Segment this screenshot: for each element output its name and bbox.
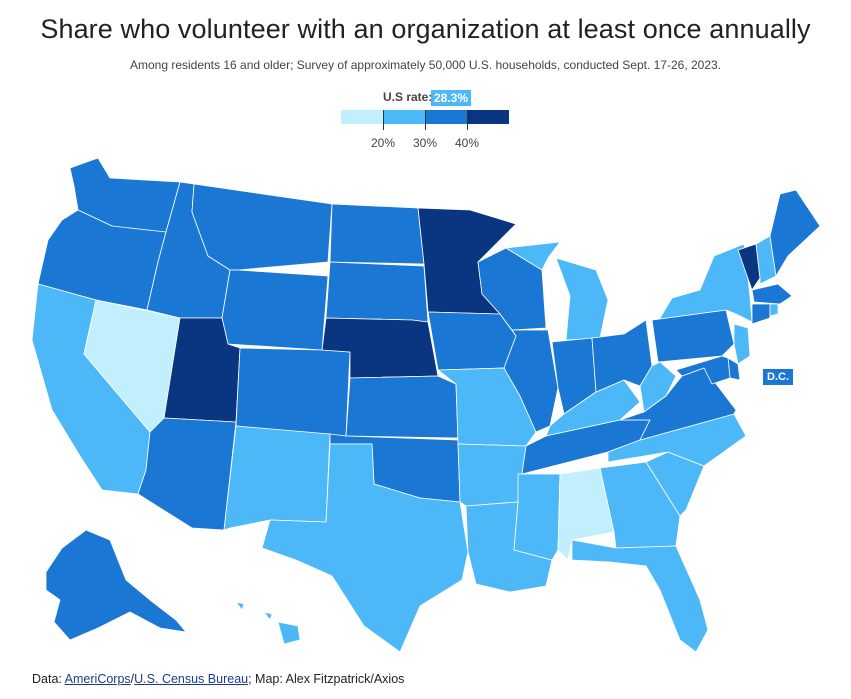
chart-subtitle: Among residents 16 and older; Survey of … <box>129 58 722 72</box>
dc-label: D.C. <box>763 369 793 385</box>
legend-tick-label-40: 40% <box>454 136 480 150</box>
state-WY[interactable] <box>221 269 329 351</box>
state-IA[interactable] <box>427 311 517 371</box>
color-legend: U.S rate: 28.3% 20% 30% 40% <box>0 0 851 160</box>
source-footer: Data: AmeriCorps/U.S. Census Bureau; Map… <box>32 672 404 686</box>
state-CT[interactable] <box>751 303 771 325</box>
us-rate-value: 28.3% <box>431 90 472 106</box>
state-FL[interactable] <box>571 539 709 653</box>
legend-bin-2 <box>383 110 425 124</box>
chart-title: Share who volunteer with an organization… <box>40 14 811 44</box>
legend-bin-4 <box>467 110 509 124</box>
footer-separator: / <box>130 672 135 686</box>
state-RI[interactable] <box>769 303 779 317</box>
state-OR[interactable] <box>37 209 167 311</box>
legend-tick-2 <box>425 110 426 130</box>
state-HI[interactable] <box>235 601 301 645</box>
source-link-americorps[interactable]: AmeriCorps <box>64 672 131 686</box>
legend-bin-3 <box>425 110 467 124</box>
footer-prefix: Data: <box>32 672 65 686</box>
state-SC[interactable] <box>645 451 705 517</box>
footer-suffix: ; Map: Alex Fitzpatrick/Axios <box>248 672 405 686</box>
state-AK[interactable] <box>45 529 187 641</box>
state-MD[interactable] <box>675 355 731 385</box>
state-VA[interactable] <box>619 367 737 441</box>
state-KS[interactable] <box>345 375 459 439</box>
state-ME[interactable] <box>769 189 821 277</box>
legend-tick-label-30: 30% <box>412 136 438 150</box>
state-NM[interactable] <box>223 425 331 531</box>
legend-tick-3 <box>467 110 468 130</box>
state-MA[interactable] <box>751 283 793 305</box>
state-SD[interactable] <box>325 261 429 323</box>
state-MS[interactable] <box>513 473 561 561</box>
state-MT[interactable] <box>191 183 333 271</box>
state-NY[interactable] <box>651 243 753 323</box>
state-IL[interactable] <box>503 329 559 433</box>
state-NC[interactable] <box>607 413 747 467</box>
us-rate-label: U.S rate: <box>383 90 433 104</box>
state-NH[interactable] <box>755 235 777 285</box>
legend-bin-1 <box>341 110 383 124</box>
state-CO[interactable] <box>235 347 351 437</box>
legend-tick-1 <box>383 110 384 130</box>
state-ND[interactable] <box>329 203 425 265</box>
state-AZ[interactable] <box>137 417 237 531</box>
source-link-census[interactable]: U.S. Census Bureau <box>134 672 249 686</box>
state-AR[interactable] <box>457 443 527 507</box>
legend-tick-label-20: 20% <box>370 136 396 150</box>
state-TX[interactable] <box>261 443 469 653</box>
state-NJ[interactable] <box>733 323 751 365</box>
